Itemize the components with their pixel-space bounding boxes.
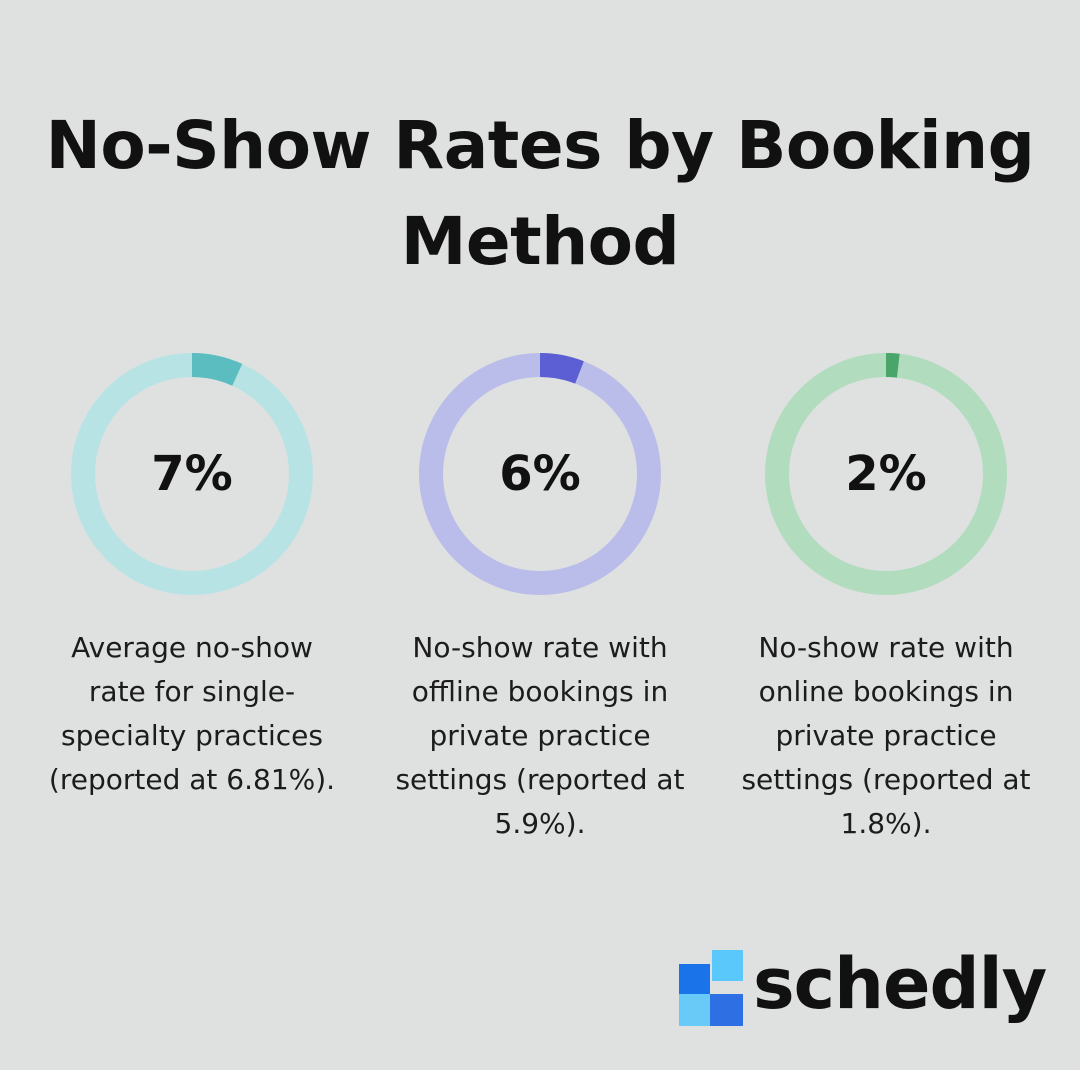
description-2: No-show rate with offline bookings in pr…: [395, 631, 685, 840]
donut-arc-2: [539, 353, 584, 384]
percent-label-3: 2%: [845, 446, 927, 502]
donut-arc-3: [885, 353, 900, 378]
logo-square-1: [679, 964, 710, 995]
donut-1: 7%: [70, 352, 314, 596]
logo-square-2: [712, 950, 743, 981]
percent-label-1: 7%: [151, 446, 233, 502]
donut-svg-3: [765, 353, 1007, 595]
logo-square-4: [679, 994, 710, 1026]
chart-title: No-Show Rates by Booking Method: [45, 107, 1035, 280]
stat-card-2: 6% No-show rate with offline bookings in…: [380, 352, 700, 846]
stat-card-1: 7% Average no-show rate for single-speci…: [32, 352, 352, 802]
donut-3: 2%: [764, 352, 1008, 596]
logo-square-3: [710, 994, 743, 1026]
logo-wordmark: schedly: [753, 943, 1047, 1025]
donut-arc-1: [191, 353, 243, 386]
schedly-logo: schedly: [679, 944, 1049, 1028]
stat-card-3: 2% No-show rate with online bookings in …: [726, 352, 1046, 846]
description-3: No-show rate with online bookings in pri…: [741, 631, 1031, 840]
description-1: Average no-show rate for single-specialt…: [48, 631, 336, 796]
donut-svg-2: [419, 353, 661, 595]
percent-label-2: 6%: [499, 446, 581, 502]
donut-svg-1: [71, 353, 313, 595]
logo-mark-icon: [679, 950, 743, 1026]
donut-2: 6%: [418, 352, 662, 596]
